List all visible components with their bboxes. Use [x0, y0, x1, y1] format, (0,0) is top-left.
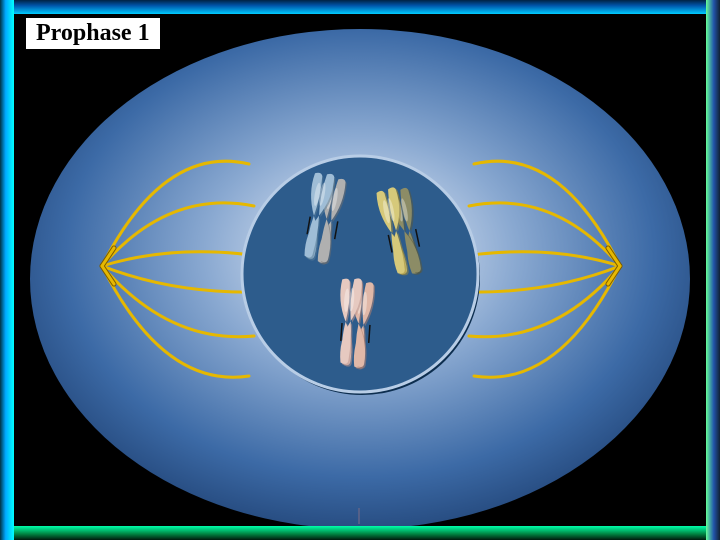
diagram-svg	[14, 14, 706, 526]
border-left	[0, 0, 14, 540]
border-bottom	[14, 526, 706, 540]
slide-title: Prophase 1	[26, 18, 160, 49]
border-top	[14, 0, 706, 14]
diagram-stage	[14, 14, 706, 526]
title-text: Prophase 1	[36, 20, 150, 46]
border-right	[706, 0, 720, 540]
